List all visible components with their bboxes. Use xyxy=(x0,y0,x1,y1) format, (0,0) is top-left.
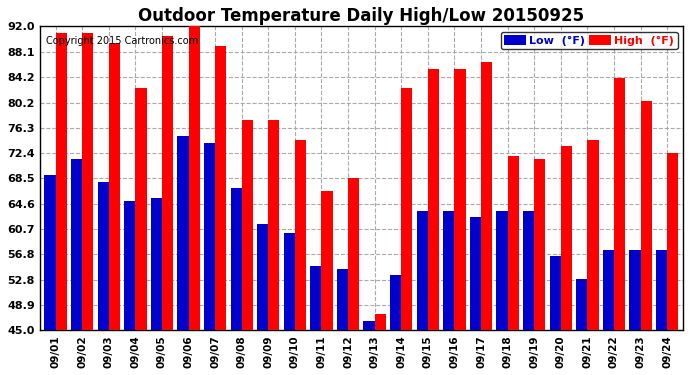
Bar xyxy=(603,250,614,330)
Bar xyxy=(417,211,428,330)
Bar xyxy=(428,69,439,330)
Bar xyxy=(109,43,120,330)
Bar xyxy=(44,175,56,330)
Bar xyxy=(98,182,109,330)
Bar xyxy=(71,159,82,330)
Bar xyxy=(135,88,146,330)
Bar xyxy=(188,23,199,330)
Bar xyxy=(284,234,295,330)
Bar xyxy=(337,269,348,330)
Bar xyxy=(348,178,359,330)
Bar xyxy=(162,36,173,330)
Bar xyxy=(364,321,375,330)
Bar xyxy=(587,140,598,330)
Title: Outdoor Temperature Daily High/Low 20150925: Outdoor Temperature Daily High/Low 20150… xyxy=(138,7,584,25)
Bar xyxy=(230,188,241,330)
Bar xyxy=(257,224,268,330)
Bar xyxy=(481,62,492,330)
Bar xyxy=(496,211,508,330)
Text: Copyright 2015 Cartronics.com: Copyright 2015 Cartronics.com xyxy=(46,36,198,46)
Bar xyxy=(82,33,93,330)
Bar xyxy=(402,88,413,330)
Bar xyxy=(322,191,333,330)
Bar xyxy=(375,314,386,330)
Bar xyxy=(310,266,322,330)
Bar xyxy=(455,69,466,330)
Bar xyxy=(550,256,561,330)
Bar xyxy=(295,140,306,330)
Bar xyxy=(523,211,534,330)
Bar xyxy=(56,33,67,330)
Bar xyxy=(629,250,640,330)
Bar xyxy=(640,101,651,330)
Bar xyxy=(561,146,572,330)
Bar xyxy=(576,279,587,330)
Bar xyxy=(268,120,279,330)
Bar xyxy=(534,159,545,330)
Bar xyxy=(390,276,402,330)
Bar xyxy=(151,198,162,330)
Bar xyxy=(470,217,481,330)
Bar xyxy=(204,143,215,330)
Bar xyxy=(614,78,625,330)
Legend: Low  (°F), High  (°F): Low (°F), High (°F) xyxy=(500,32,678,50)
Bar xyxy=(177,136,188,330)
Bar xyxy=(508,156,519,330)
Bar xyxy=(124,201,135,330)
Bar xyxy=(215,46,226,330)
Bar xyxy=(656,250,667,330)
Bar xyxy=(241,120,253,330)
Bar xyxy=(667,153,678,330)
Bar xyxy=(443,211,455,330)
